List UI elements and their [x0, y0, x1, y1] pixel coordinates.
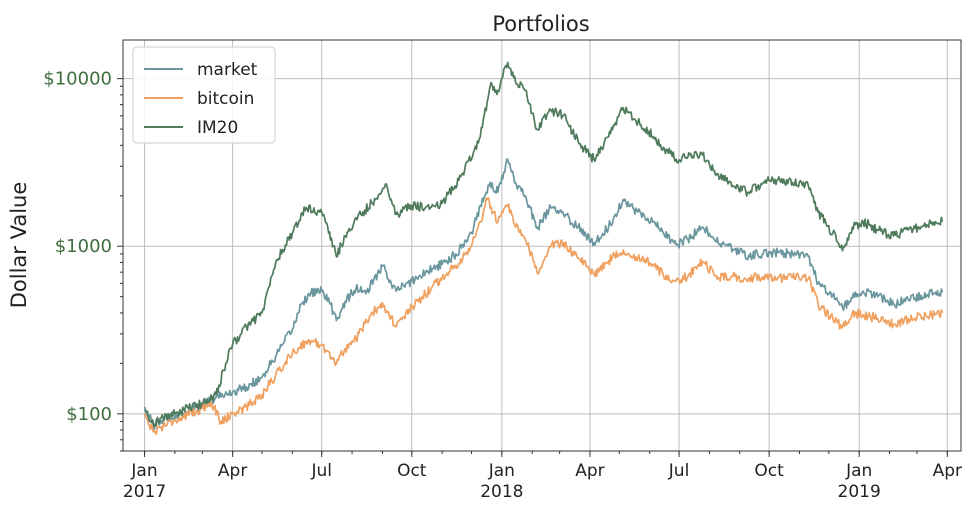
x-tick-label: Apr — [218, 461, 247, 481]
legend-label-market: market — [197, 60, 258, 80]
x-tick-label: Jan — [488, 461, 515, 481]
legend-label-im20: IM20 — [197, 118, 238, 138]
series-line-bitcoin — [143, 197, 944, 436]
x-tick-label: Apr — [933, 461, 962, 481]
x-tick-label: Jul — [310, 461, 332, 481]
x-tick-label: Jan — [845, 461, 872, 481]
y-tick-label: $100 — [66, 404, 112, 425]
x-tick-label: Oct — [397, 461, 427, 481]
y-tick-label: $1000 — [55, 236, 112, 257]
series-line-im20 — [144, 61, 944, 428]
x-tick-label: Apr — [575, 461, 604, 481]
x-tick-year: 2017 — [123, 482, 166, 502]
legend-label-bitcoin: bitcoin — [197, 89, 254, 109]
legend: market bitcoin IM20 — [132, 46, 276, 144]
x-tick-year: 2018 — [480, 482, 523, 502]
series-line-market — [143, 158, 944, 431]
y-axis-label: Dollar Value — [7, 182, 31, 309]
x-tick-year: 2019 — [838, 482, 881, 502]
y-tick-label: $10000 — [43, 69, 112, 90]
plot-frame — [122, 39, 962, 452]
x-tick-label: Jan — [130, 461, 157, 481]
series-layer — [143, 61, 944, 436]
x-tick-label: Oct — [754, 461, 784, 481]
grid-layer — [123, 40, 961, 451]
x-tick-label: Jul — [668, 461, 690, 481]
chart-title: Portfolios — [492, 12, 589, 36]
legend-box — [132, 46, 276, 144]
